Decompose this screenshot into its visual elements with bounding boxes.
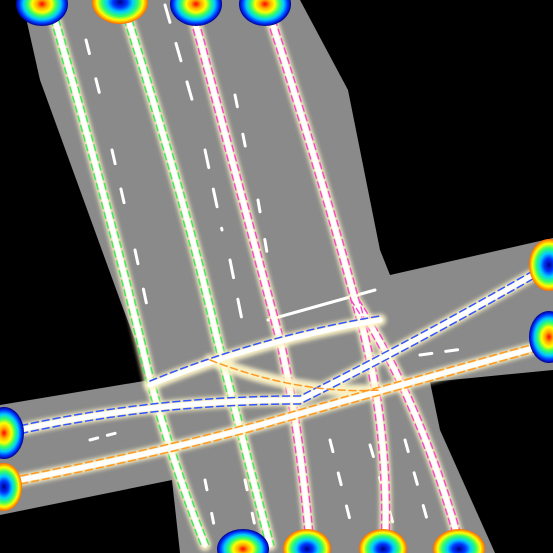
spawn-heatmap-icon — [217, 529, 269, 553]
spawn-heatmap-icon — [239, 0, 291, 26]
spawn-heatmap-icon — [433, 529, 485, 553]
flow-arrows-blue — [9, 263, 546, 437]
spawn-heatmap-icon — [529, 311, 553, 363]
spawn-heatmap-icon — [16, 0, 68, 26]
spawn-heatmap-icon — [529, 239, 553, 291]
spawn-heatmap-icon — [0, 407, 24, 459]
spawn-heatmap-icon — [283, 529, 331, 553]
spawn-heatmap-icon — [170, 0, 222, 26]
flow-arrows-green — [47, 9, 275, 546]
flow-arrows-orange — [9, 340, 546, 487]
spawn-heatmap-icon — [359, 529, 407, 553]
crossing-lanes — [4, 262, 551, 488]
lane-core — [7, 265, 548, 485]
spawn-heatmap-icon — [92, 0, 148, 24]
spawn-heatmap-icon — [0, 463, 22, 511]
